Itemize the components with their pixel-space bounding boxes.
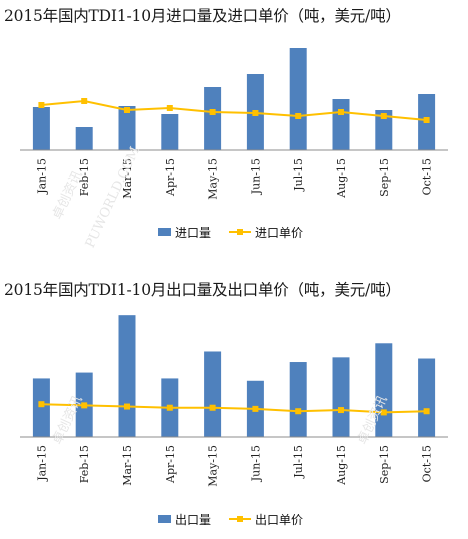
price-point-Jul-15 bbox=[295, 113, 302, 119]
price-point-Oct-15 bbox=[423, 408, 430, 415]
x-tick-label: May-15 bbox=[207, 158, 220, 200]
price-point-Apr-15 bbox=[166, 404, 173, 411]
bar-Aug-15 bbox=[332, 99, 350, 150]
bar-Mar-15 bbox=[118, 315, 136, 437]
x-tick-label: Sep-15 bbox=[378, 445, 391, 484]
x-tick-label: Apr-15 bbox=[164, 158, 177, 197]
x-tick-label: Mar-15 bbox=[121, 158, 134, 199]
x-tick-label: Feb-15 bbox=[78, 158, 91, 196]
x-tick-label: Aug-15 bbox=[335, 445, 348, 486]
legend-line-label: 进口单价 bbox=[255, 226, 303, 240]
bar-Apr-15 bbox=[161, 114, 179, 150]
price-point-Apr-15 bbox=[166, 105, 173, 111]
price-point-Sep-15 bbox=[380, 113, 387, 119]
price-point-Feb-15 bbox=[81, 98, 88, 104]
price-point-Sep-15 bbox=[380, 409, 387, 416]
bar-Jul-15 bbox=[289, 362, 307, 437]
price-point-Jul-15 bbox=[295, 408, 302, 415]
legend-bar-swatch bbox=[158, 515, 171, 523]
x-tick-label: Jan-15 bbox=[35, 445, 48, 482]
price-line bbox=[41, 99, 427, 121]
bar-Jan-15 bbox=[32, 107, 50, 150]
price-point-Feb-15 bbox=[81, 402, 88, 409]
price-point-Aug-15 bbox=[338, 407, 344, 414]
chart-title: 2015年国内TDI1-10月出口量及出口单价（吨，美元/吨） bbox=[4, 281, 401, 299]
price-point-Jan-15 bbox=[38, 401, 45, 408]
price-point-Jan-15 bbox=[38, 102, 45, 108]
price-point-Aug-15 bbox=[338, 109, 344, 115]
x-tick-label: Jun-15 bbox=[249, 445, 262, 482]
legend-line-label: 出口单价 bbox=[255, 513, 303, 527]
bar-Mar-15 bbox=[118, 106, 136, 150]
x-tick-label: Oct-15 bbox=[421, 158, 434, 195]
price-point-Jun-15 bbox=[252, 405, 259, 412]
export-chart: 2015年国内TDI1-10月出口量及出口单价（吨，美元/吨） Jan-15 Fe… bbox=[0, 274, 468, 539]
bar-Aug-15 bbox=[332, 357, 350, 437]
x-tick-label: Mar-15 bbox=[121, 445, 134, 486]
legend-bar-swatch bbox=[158, 228, 171, 236]
x-tick-label: Feb-15 bbox=[78, 445, 91, 483]
legend-bar-label: 进口量 bbox=[175, 226, 211, 240]
bar-Sep-15 bbox=[375, 110, 393, 150]
legend-line-marker bbox=[237, 516, 243, 522]
x-tick-label: Jul-15 bbox=[292, 158, 305, 192]
price-point-Mar-15 bbox=[124, 107, 130, 113]
x-tick-label: Jul-15 bbox=[292, 445, 305, 479]
bar-May-15 bbox=[204, 87, 222, 150]
x-tick-label: Sep-15 bbox=[378, 158, 391, 197]
export-chart-plot: Jan-15 Feb-15 Mar-15 Apr-15 May-15 Jun-15 Jul-… bbox=[20, 315, 448, 527]
x-tick-label: Apr-15 bbox=[164, 445, 177, 484]
x-tick-label: Aug-15 bbox=[335, 158, 348, 199]
bar-Jan-15 bbox=[32, 378, 50, 437]
price-point-Oct-15 bbox=[423, 117, 430, 123]
bar-Oct-15 bbox=[418, 358, 436, 437]
bar-Jul-15 bbox=[289, 48, 307, 150]
chart-title: 2015年国内TDI1-10月进口量及进口单价（吨，美元/吨） bbox=[4, 7, 401, 25]
x-tick-label: May-15 bbox=[207, 445, 220, 487]
legend-line-marker bbox=[237, 229, 243, 235]
price-line bbox=[41, 403, 427, 414]
x-tick-label: Oct-15 bbox=[421, 445, 434, 482]
price-point-May-15 bbox=[209, 404, 216, 411]
x-tick-label: Jan-15 bbox=[35, 158, 48, 195]
bar-Feb-15 bbox=[75, 127, 93, 150]
import-chart: 2015年国内TDI1-10月进口量及进口单价（吨，美元/吨） Jan-15 Fe… bbox=[0, 0, 468, 262]
price-point-May-15 bbox=[209, 109, 216, 115]
import-chart-plot: Jan-15 Feb-15 Mar-15 Apr-15 May-15 Jun-15 Jul-… bbox=[20, 48, 448, 240]
price-point-Mar-15 bbox=[124, 403, 130, 410]
bar-Sep-15 bbox=[375, 343, 393, 437]
x-tick-label: Jun-15 bbox=[249, 158, 262, 195]
price-point-Jun-15 bbox=[252, 110, 259, 116]
legend-bar-label: 出口量 bbox=[175, 513, 211, 527]
bar-May-15 bbox=[204, 351, 222, 437]
